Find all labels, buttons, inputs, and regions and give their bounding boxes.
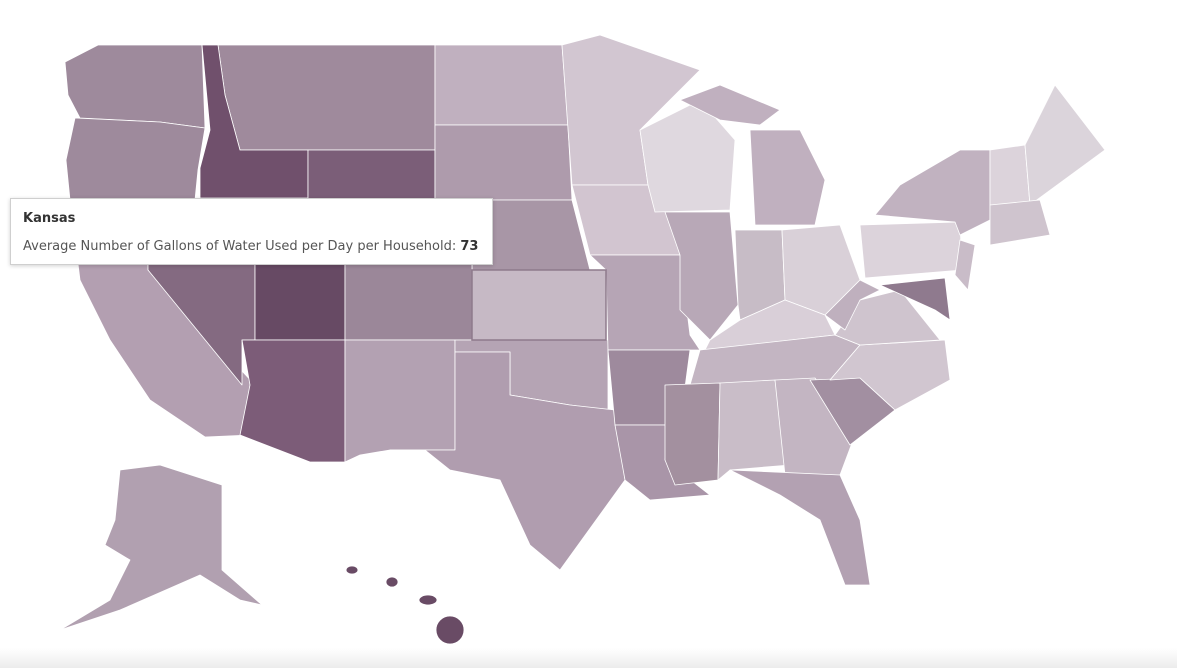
state[interactable] bbox=[64, 44, 206, 129]
state[interactable] bbox=[679, 84, 781, 126]
bottom-fade bbox=[0, 648, 1177, 668]
state[interactable] bbox=[954, 239, 976, 291]
hawaii-island[interactable] bbox=[385, 576, 399, 588]
state[interactable] bbox=[774, 377, 856, 476]
tooltip-label: Average Number of Gallons of Water Used … bbox=[23, 239, 457, 254]
state[interactable] bbox=[239, 339, 346, 463]
state[interactable] bbox=[874, 149, 991, 236]
state[interactable] bbox=[717, 379, 791, 481]
state[interactable] bbox=[59, 464, 263, 631]
state[interactable] bbox=[217, 44, 436, 151]
tooltip-title: Kansas bbox=[23, 211, 76, 226]
state[interactable] bbox=[859, 221, 963, 279]
tooltip: Kansas Average Number of Gallons of Wate… bbox=[10, 198, 493, 265]
state[interactable] bbox=[729, 469, 871, 586]
state[interactable] bbox=[989, 199, 1051, 246]
state[interactable] bbox=[664, 382, 721, 486]
state[interactable] bbox=[749, 129, 826, 226]
state[interactable] bbox=[344, 339, 456, 463]
state-highlighted[interactable] bbox=[471, 269, 607, 341]
state[interactable] bbox=[879, 277, 951, 321]
tooltip-line: Average Number of Gallons of Water Used … bbox=[23, 239, 480, 254]
state[interactable] bbox=[824, 279, 881, 331]
hawaii-island[interactable] bbox=[345, 565, 359, 575]
state[interactable] bbox=[434, 44, 569, 126]
state[interactable] bbox=[65, 117, 206, 201]
state[interactable] bbox=[434, 124, 573, 201]
tooltip-value: 73 bbox=[460, 239, 479, 254]
state[interactable] bbox=[1024, 84, 1106, 206]
hawaii-island[interactable] bbox=[418, 594, 438, 606]
state[interactable] bbox=[389, 351, 626, 571]
state[interactable] bbox=[989, 144, 1031, 206]
hawaii-island[interactable] bbox=[435, 615, 465, 645]
